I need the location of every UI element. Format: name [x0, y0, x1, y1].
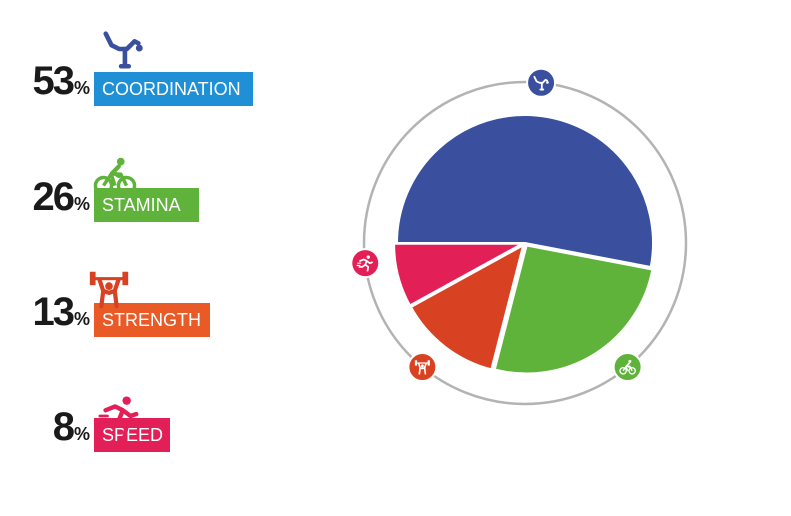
ring-icons	[350, 67, 643, 383]
runner-icon	[96, 396, 139, 438]
weightlifter-icon	[89, 271, 129, 309]
slice-strength	[409, 243, 525, 371]
ring-cyclist-icon	[612, 352, 643, 383]
gymnast-icon	[103, 31, 143, 69]
slice-speed	[393, 242, 523, 307]
legend-percent-value: 26	[32, 175, 74, 219]
legend-percent-stamina: 26%	[0, 177, 90, 224]
legend-percent-coordination: 53%	[0, 61, 90, 108]
legend-percent-value: 8	[52, 405, 75, 449]
legend-percent-sign: %	[73, 194, 90, 214]
outer-ring	[362, 80, 688, 406]
legend-label-strength: STRENGTH	[94, 303, 210, 337]
pie-slices	[393, 114, 654, 375]
legend-percent-value: 53	[32, 59, 74, 103]
ring-runner-icon	[350, 248, 381, 279]
cyclist-icon	[93, 157, 137, 196]
legend-percent-value: 13	[32, 290, 74, 334]
legend-label-stamina: STAMINA	[94, 188, 199, 222]
legend-percent-sign: %	[73, 309, 90, 329]
slice-coordination	[395, 114, 654, 269]
legend-percent-sign: %	[73, 78, 90, 98]
ring-weightlifter-icon	[407, 352, 438, 383]
legend-label-coordination: COORDINATION	[94, 72, 253, 106]
ring-gymnast-icon	[526, 67, 557, 98]
legend-percent-speed: 8%	[0, 407, 90, 454]
legend-percent-strength: 13%	[0, 292, 90, 339]
legend-percent-sign: %	[73, 424, 90, 444]
slice-stamina	[493, 244, 654, 375]
